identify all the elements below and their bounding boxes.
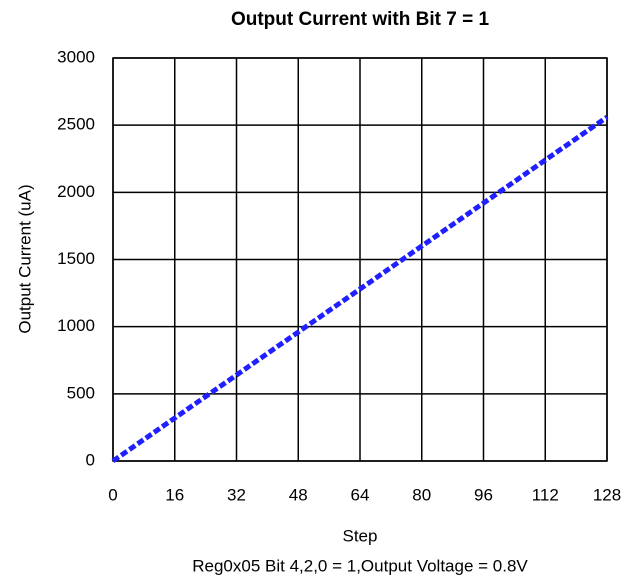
x-tick-label: 32 <box>227 485 246 504</box>
caption: Reg0x05 Bit 4,2,0 = 1,Output Voltage = 0… <box>192 556 528 575</box>
y-axis-label: Output Current (uA) <box>15 184 34 333</box>
x-tick-label: 96 <box>474 485 493 504</box>
y-tick-label: 3000 <box>57 47 95 66</box>
chart-title: Output Current with Bit 7 = 1 <box>231 9 490 30</box>
x-tick-label: 64 <box>351 485 370 504</box>
x-tick-label: 48 <box>289 485 308 504</box>
x-axis-label: Step <box>343 526 378 545</box>
y-tick-label: 1500 <box>57 249 95 268</box>
y-tick-label: 1000 <box>57 316 95 335</box>
x-tick-label: 0 <box>108 485 117 504</box>
y-tick-label: 500 <box>67 383 95 402</box>
y-tick-label: 2500 <box>57 115 95 134</box>
y-tick-label: 2000 <box>57 182 95 201</box>
x-tick-label: 80 <box>412 485 431 504</box>
data-line <box>111 115 609 464</box>
x-tick-label: 128 <box>593 485 621 504</box>
x-tick-label: 112 <box>532 485 559 504</box>
x-tick-label: 16 <box>165 485 184 504</box>
y-tick-label: 0 <box>86 450 95 469</box>
